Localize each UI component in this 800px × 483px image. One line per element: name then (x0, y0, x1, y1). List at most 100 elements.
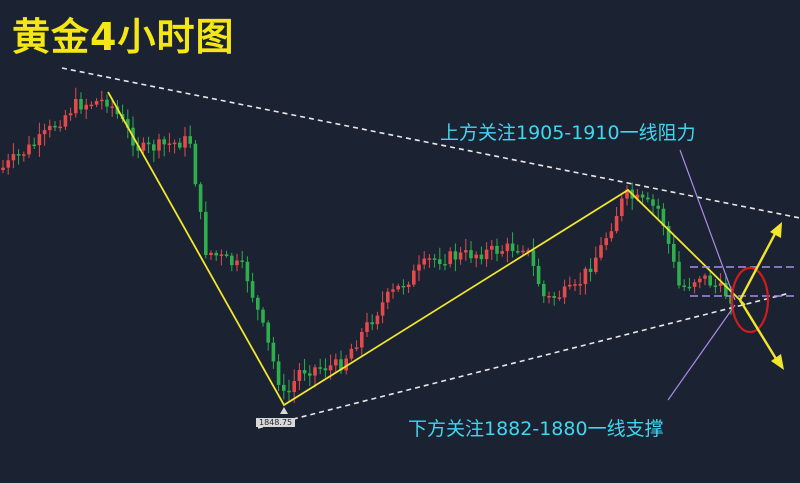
candle (458, 246, 463, 265)
candle (193, 140, 198, 187)
candle (172, 139, 177, 154)
candle-body (479, 254, 484, 260)
candle-body (198, 184, 203, 212)
candle (79, 92, 83, 114)
up-arrow-head (770, 222, 782, 238)
candle-body (656, 205, 660, 209)
candle-body (547, 295, 551, 298)
candle-body (167, 143, 172, 146)
candle-body (464, 250, 468, 253)
candle-body (609, 231, 614, 239)
candle (578, 272, 582, 295)
candle (32, 137, 36, 149)
candle-body (666, 226, 671, 244)
candle (287, 379, 291, 401)
candle (661, 203, 666, 236)
candle-body (484, 249, 489, 260)
candle (84, 98, 88, 120)
candle-body (516, 251, 520, 253)
candle-body (240, 260, 244, 263)
swing-trend-line (107, 91, 746, 407)
candle (167, 132, 172, 153)
candle (557, 290, 562, 301)
candle-body (552, 295, 556, 298)
candle (708, 270, 712, 288)
candle (646, 192, 650, 203)
candle-body (687, 286, 692, 289)
candle-body (89, 104, 94, 107)
candle-body (588, 268, 593, 272)
candle (6, 153, 10, 175)
candle (417, 255, 421, 282)
candle-body (16, 154, 21, 156)
candle-body (573, 284, 577, 286)
candle-body (651, 199, 655, 206)
candle-body (297, 370, 302, 382)
candle (490, 240, 494, 260)
candle (224, 250, 229, 258)
candle (536, 258, 541, 287)
candle-body (126, 119, 130, 128)
candle (443, 253, 447, 271)
candle-body (323, 368, 328, 371)
candle-body (422, 258, 426, 265)
candle (510, 232, 515, 258)
candle-body (375, 315, 380, 325)
candle-body (53, 125, 57, 128)
candle (516, 244, 520, 255)
candle (245, 256, 250, 293)
candle (250, 272, 255, 303)
candle-body (282, 384, 286, 391)
candle (370, 314, 374, 331)
candle (469, 241, 473, 263)
candle-body (271, 342, 276, 362)
candle (313, 364, 317, 388)
candle-body (178, 142, 182, 148)
candle (53, 121, 57, 132)
candle (583, 266, 588, 295)
candle-body (365, 322, 369, 332)
candle-body (505, 243, 510, 252)
candle (479, 246, 484, 265)
candle-body (661, 208, 666, 227)
candle (698, 276, 702, 289)
candle-body (614, 216, 619, 232)
candle-body (474, 254, 478, 259)
candle-body (510, 243, 515, 252)
candle-body (84, 104, 88, 110)
pointer-line-bottom (667, 304, 736, 401)
candle-body (313, 367, 317, 376)
candle (604, 232, 608, 251)
candle-body (495, 245, 499, 254)
candle-body (162, 139, 166, 145)
candle (692, 279, 697, 294)
candle-body (526, 250, 530, 252)
candle-body (245, 261, 250, 282)
candle-body (708, 275, 712, 286)
candle-body (110, 106, 114, 109)
candle (136, 137, 140, 159)
candle (651, 194, 655, 216)
candle-body (438, 259, 442, 265)
candle-body (380, 302, 385, 316)
candle-body (32, 144, 36, 147)
candle (562, 279, 567, 305)
candle (396, 283, 400, 293)
candle-body (250, 281, 255, 298)
candle (412, 264, 416, 287)
candle (261, 306, 265, 327)
candle (464, 238, 468, 261)
candle-body (157, 139, 161, 151)
candle-body (625, 189, 629, 199)
candle (505, 237, 510, 263)
candle-body (63, 115, 68, 127)
candle-body (37, 134, 42, 146)
candle (552, 291, 556, 306)
candle (209, 250, 213, 260)
candle-body (11, 154, 16, 161)
candle-body (360, 331, 364, 348)
candle (703, 273, 707, 286)
candle-body (396, 285, 400, 290)
candle-body (100, 99, 104, 102)
